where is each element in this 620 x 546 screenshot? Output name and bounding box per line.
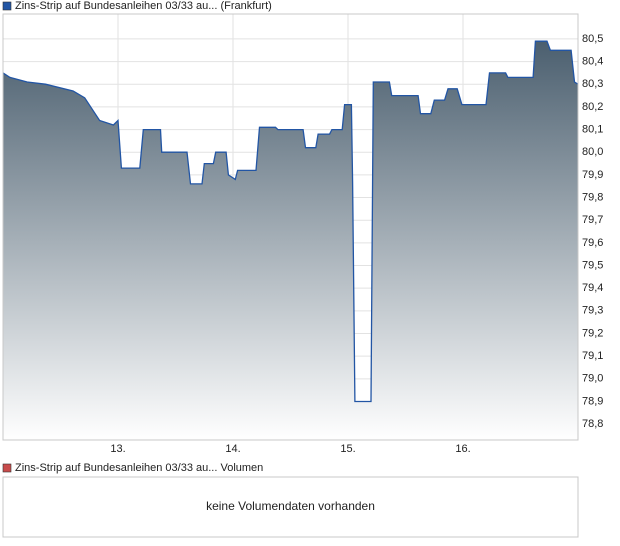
y-tick-label: 80,5: [582, 33, 603, 45]
y-tick-label: 79,7: [582, 214, 603, 226]
area: [3, 41, 578, 440]
x-tick-label: 15.: [340, 443, 355, 455]
y-tick-label: 79,5: [582, 259, 603, 271]
x-tick-label: 16.: [455, 443, 470, 455]
y-tick-label: 79,1: [582, 350, 603, 362]
y-tick-label: 80,2: [582, 101, 603, 113]
plot-border: [2, 13, 579, 441]
y-tick-label: 79,8: [582, 191, 603, 203]
y-tick-label: 79,6: [582, 237, 603, 249]
legend-swatch: [2, 463, 12, 473]
y-tick-label: 80,0: [582, 146, 603, 158]
legend-label: Zins-Strip auf Bundesanleihen 03/33 au..…: [15, 0, 272, 12]
plot-border: [2, 476, 579, 538]
legend-swatch: [2, 1, 12, 11]
y-tick-label: 79,2: [582, 327, 603, 339]
y-tick-label: 78,8: [582, 418, 603, 430]
x-tick-label: 14.: [225, 443, 240, 455]
y-tick-label: 79,3: [582, 305, 603, 317]
legend-label: Zins-Strip auf Bundesanleihen 03/33 au..…: [15, 462, 263, 474]
y-tick-label: 79,9: [582, 169, 603, 181]
plot-frame: [2, 476, 579, 538]
y-tick-label: 80,4: [582, 55, 603, 67]
empty-message: keine Volumendaten vorhanden: [206, 499, 375, 513]
y-tick-label: 80,1: [582, 123, 603, 135]
y-tick-label: 79,0: [582, 373, 603, 385]
x-tick-label: 13.: [110, 443, 125, 455]
y-tick-label: 78,9: [582, 395, 603, 407]
y-tick-label: 80,3: [582, 78, 603, 90]
line: [2, 40, 579, 403]
y-tick-label: 79,4: [582, 282, 603, 294]
